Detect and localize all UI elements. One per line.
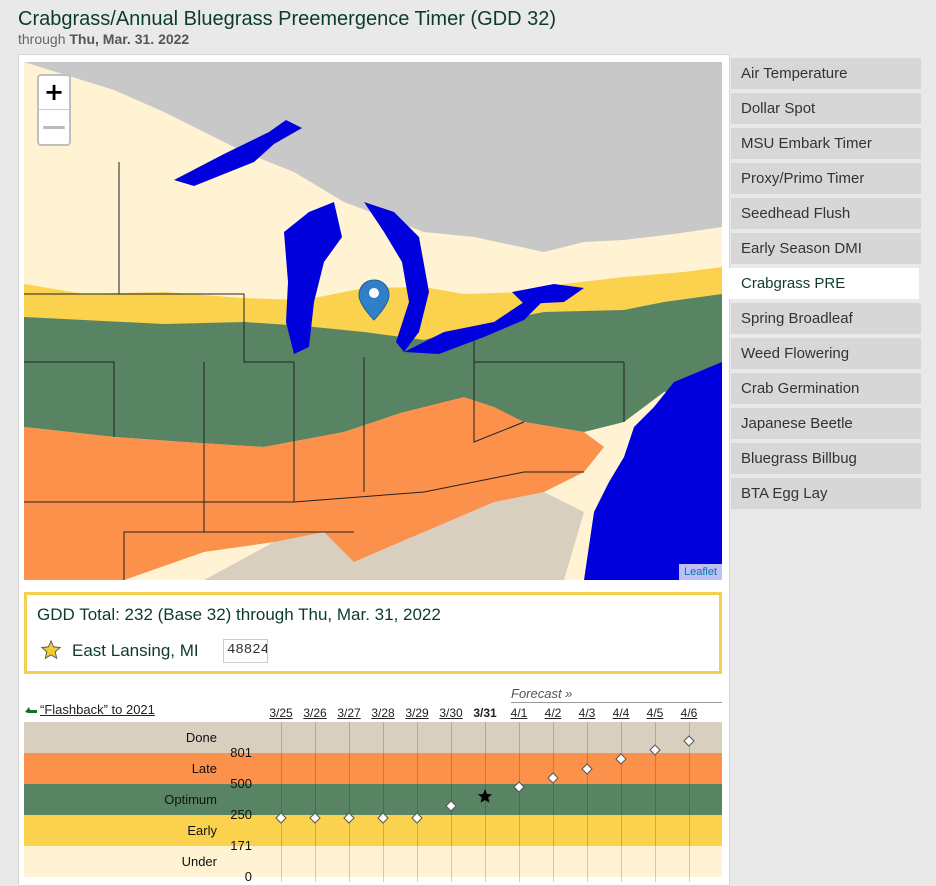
gdd-day-marker[interactable] xyxy=(545,770,561,786)
zoom-control: + — xyxy=(37,74,71,146)
day-gridline xyxy=(553,722,554,882)
sidebar-item-bta-egg-lay[interactable]: BTA Egg Lay xyxy=(731,478,921,509)
day-gridline xyxy=(417,722,418,882)
sidebar-item-bluegrass-billbug[interactable]: Bluegrass Billbug xyxy=(731,443,921,474)
zip-input[interactable]: 48824 xyxy=(223,639,268,663)
sidebar-item-air-temperature[interactable]: Air Temperature xyxy=(731,58,921,89)
date-label[interactable]: 4/4 xyxy=(612,706,630,720)
band-label: Optimum xyxy=(164,792,217,807)
sidebar-nav: Air Temperature Dollar Spot MSU Embark Tim… xyxy=(729,58,921,513)
band-label: Under xyxy=(181,854,217,869)
gdd-day-marker[interactable] xyxy=(579,761,595,777)
threshold-label: 0 xyxy=(244,869,252,884)
gdd-day-marker[interactable] xyxy=(647,742,663,758)
day-gridline xyxy=(621,722,622,882)
date-label[interactable]: 4/6 xyxy=(680,706,698,720)
sidebar-item-msu-embark-timer[interactable]: MSU Embark Timer xyxy=(731,128,921,159)
date-label[interactable]: 3/28 xyxy=(371,706,395,720)
date-label[interactable]: 3/31 xyxy=(473,706,497,720)
forecast-label: Forecast » xyxy=(511,686,722,703)
subtitle-prefix: through xyxy=(18,31,66,47)
date-label[interactable]: 4/1 xyxy=(510,706,528,720)
day-gridline xyxy=(519,722,520,882)
date-label[interactable]: 3/25 xyxy=(269,706,293,720)
flashback-link[interactable]: “Flashback” to 2021 xyxy=(24,702,155,717)
gdd-day-marker[interactable] xyxy=(273,810,289,826)
date-label[interactable]: 3/29 xyxy=(405,706,429,720)
date-label[interactable]: 4/3 xyxy=(578,706,596,720)
day-gridline xyxy=(383,722,384,882)
subtitle-date: Thu, Mar. 31. 2022 xyxy=(69,31,190,47)
zoom-out-button[interactable]: — xyxy=(42,112,66,140)
day-gridline xyxy=(315,722,316,882)
gdd-day-marker[interactable] xyxy=(613,751,629,767)
day-gridline xyxy=(485,722,486,882)
sidebar-item-crabgrass-pre[interactable]: Crabgrass PRE xyxy=(729,268,919,299)
date-label[interactable]: 3/30 xyxy=(439,706,463,720)
gdd-day-marker[interactable] xyxy=(511,779,527,795)
date-label[interactable]: 3/27 xyxy=(337,706,361,720)
flashback-arrow-icon xyxy=(25,707,37,713)
gdd-day-marker[interactable] xyxy=(375,810,391,826)
band-label: Early xyxy=(187,823,217,838)
gdd-timeline: Forecast » “Flashback” to 2021 3/25 3/26 3… xyxy=(24,684,722,886)
gdd-day-marker[interactable] xyxy=(443,798,459,814)
date-label[interactable]: 4/5 xyxy=(646,706,664,720)
sidebar-item-crab-germination[interactable]: Crab Germination xyxy=(731,373,921,404)
gdd-day-marker[interactable] xyxy=(341,810,357,826)
day-gridline xyxy=(655,722,656,882)
threshold-label: 801 xyxy=(230,745,252,760)
today-star-marker[interactable] xyxy=(477,788,493,804)
date-row: 3/25 3/26 3/27 3/28 3/29 3/30 3/31 4/1 4/2 4/3 4/4… xyxy=(24,704,722,722)
location-name: East Lansing, MI xyxy=(72,641,199,660)
threshold-label: 171 xyxy=(230,838,252,853)
gdd-map[interactable]: + — Leaflet xyxy=(24,62,722,580)
band-label: Late xyxy=(191,761,217,776)
day-gridline xyxy=(349,722,350,882)
star-icon[interactable] xyxy=(40,639,62,661)
band-label: Done xyxy=(185,730,217,745)
zoom-in-button[interactable]: + xyxy=(39,76,69,110)
band-under: Under xyxy=(24,846,722,877)
flashback-link-label: “Flashback” to 2021 xyxy=(40,702,155,717)
gdd-total-text: GDD Total: 232 (Base 32) through Thu, Ma… xyxy=(37,605,441,624)
threshold-label: 250 xyxy=(230,807,252,822)
sidebar-item-proxy-primo-timer[interactable]: Proxy/Primo Timer xyxy=(731,163,921,194)
band-done: Done xyxy=(24,722,722,753)
page-title: Crabgrass/Annual Bluegrass Preemergence … xyxy=(18,8,556,30)
date-label[interactable]: 3/26 xyxy=(303,706,327,720)
gdd-day-marker[interactable] xyxy=(409,810,425,826)
gdd-day-marker[interactable] xyxy=(681,733,697,749)
sidebar-item-seedhead-flush[interactable]: Seedhead Flush xyxy=(731,198,921,229)
sidebar-item-weed-flowering[interactable]: Weed Flowering xyxy=(731,338,921,369)
gdd-info-box: GDD Total: 232 (Base 32) through Thu, Ma… xyxy=(24,592,722,674)
location-pin-icon[interactable] xyxy=(358,279,390,321)
sidebar-item-dollar-spot[interactable]: Dollar Spot xyxy=(731,93,921,124)
sidebar-item-japanese-beetle[interactable]: Japanese Beetle xyxy=(731,408,921,439)
threshold-label: 500 xyxy=(230,776,252,791)
band-optimum: Optimum xyxy=(24,784,722,815)
date-label[interactable]: 4/2 xyxy=(544,706,562,720)
day-gridline xyxy=(281,722,282,882)
sidebar-item-spring-broadleaf[interactable]: Spring Broadleaf xyxy=(731,303,921,334)
day-gridline xyxy=(587,722,588,882)
band-late: Late xyxy=(24,753,722,784)
sidebar-item-early-season-dmi[interactable]: Early Season DMI xyxy=(731,233,921,264)
leaflet-attribution[interactable]: Leaflet xyxy=(678,564,722,580)
page-subtitle: through Thu, Mar. 31. 2022 xyxy=(18,31,189,47)
day-gridline xyxy=(689,722,690,882)
band-early: Early xyxy=(24,815,722,846)
gdd-day-marker[interactable] xyxy=(307,810,323,826)
map-canvas[interactable] xyxy=(24,62,722,580)
gdd-bands: Done Late Optimum Early Under 801 500 250 171 0 xyxy=(24,722,722,884)
